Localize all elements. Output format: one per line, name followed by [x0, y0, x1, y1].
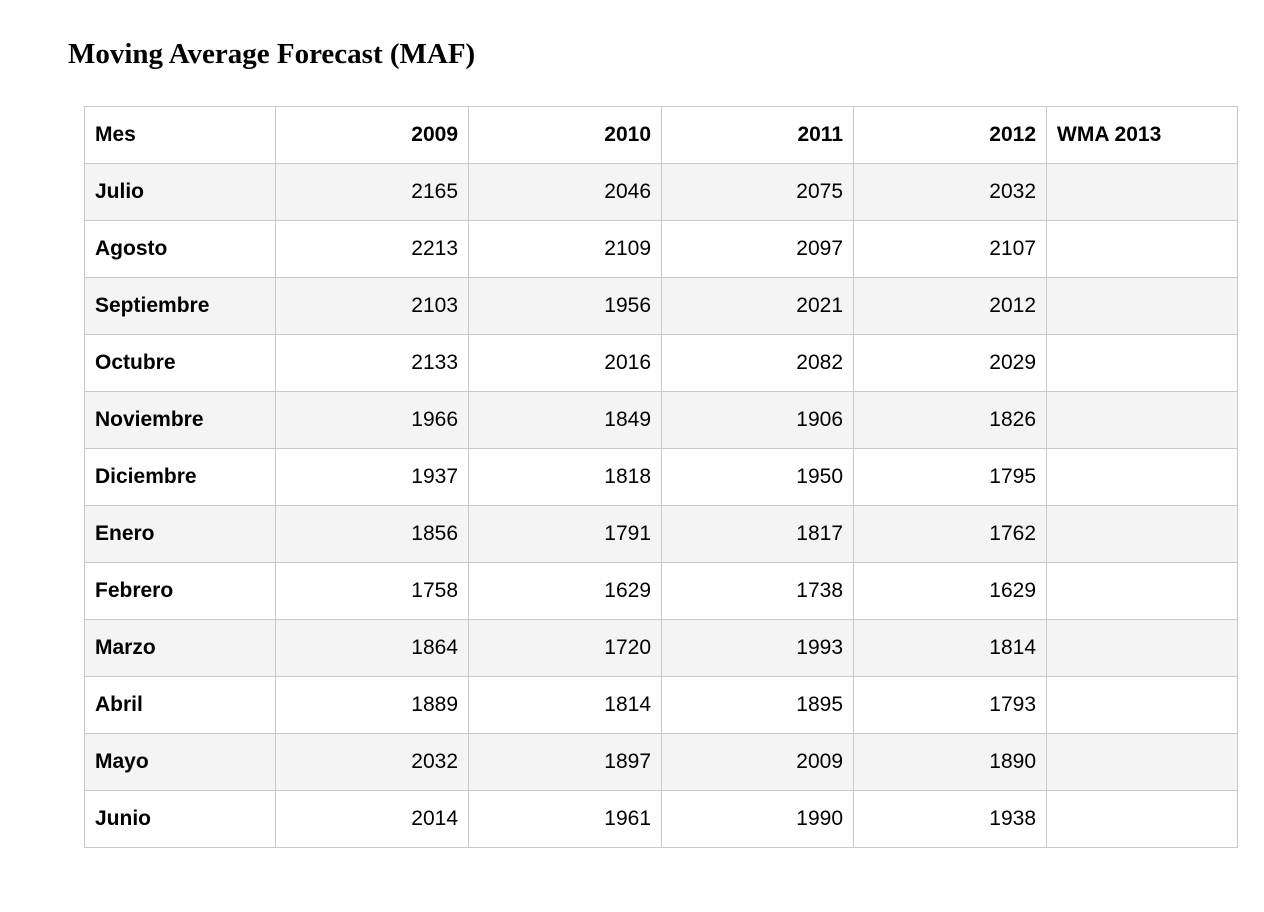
value-cell: 1961 [468, 790, 662, 848]
value-cell: 2109 [468, 220, 662, 278]
month-cell: Noviembre [84, 391, 276, 449]
value-cell: 1818 [468, 448, 662, 506]
column-header-2011: 2011 [661, 106, 854, 164]
wma-cell [1046, 220, 1238, 278]
value-cell: 2032 [853, 163, 1047, 221]
value-cell: 2029 [853, 334, 1047, 392]
header-row: Mes 2009 2010 2011 2012 WMA 2013 [84, 106, 1238, 164]
table-row: Agosto 2213 2109 2097 2107 [84, 220, 1238, 278]
value-cell: 1791 [468, 505, 662, 563]
wma-cell [1046, 163, 1238, 221]
column-header-2012: 2012 [853, 106, 1047, 164]
wma-cell [1046, 676, 1238, 734]
value-cell: 1906 [661, 391, 854, 449]
wma-cell [1046, 334, 1238, 392]
value-cell: 2107 [853, 220, 1047, 278]
value-cell: 2009 [661, 733, 854, 791]
value-cell: 1629 [468, 562, 662, 620]
month-cell: Mayo [84, 733, 276, 791]
value-cell: 2012 [853, 277, 1047, 335]
value-cell: 1956 [468, 277, 662, 335]
value-cell: 2046 [468, 163, 662, 221]
value-cell: 1966 [275, 391, 469, 449]
wma-cell [1046, 733, 1238, 791]
value-cell: 1889 [275, 676, 469, 734]
maf-table: Mes 2009 2010 2011 2012 WMA 2013 Julio 21… [84, 106, 1238, 848]
month-cell: Febrero [84, 562, 276, 620]
table-row: Junio 2014 1961 1990 1938 [84, 790, 1238, 848]
value-cell: 2021 [661, 277, 854, 335]
value-cell: 1938 [853, 790, 1047, 848]
value-cell: 1738 [661, 562, 854, 620]
page-title: Moving Average Forecast (MAF) [68, 38, 476, 71]
value-cell: 1895 [661, 676, 854, 734]
wma-cell [1046, 448, 1238, 506]
month-cell: Octubre [84, 334, 276, 392]
value-cell: 2082 [661, 334, 854, 392]
value-cell: 1864 [275, 619, 469, 677]
wma-cell [1046, 277, 1238, 335]
value-cell: 1950 [661, 448, 854, 506]
table-row: Mayo 2032 1897 2009 1890 [84, 733, 1238, 791]
value-cell: 2014 [275, 790, 469, 848]
table-row: Abril 1889 1814 1895 1793 [84, 676, 1238, 734]
month-cell: Diciembre [84, 448, 276, 506]
month-cell: Julio [84, 163, 276, 221]
wma-cell [1046, 790, 1238, 848]
value-cell: 1814 [468, 676, 662, 734]
table-body: Julio 2165 2046 2075 2032 Agosto 2213 2109 2097 2… [84, 163, 1238, 848]
value-cell: 1990 [661, 790, 854, 848]
month-cell: Septiembre [84, 277, 276, 335]
value-cell: 2103 [275, 277, 469, 335]
table-row: Enero 1856 1791 1817 1762 [84, 505, 1238, 563]
table-row: Febrero 1758 1629 1738 1629 [84, 562, 1238, 620]
value-cell: 2213 [275, 220, 469, 278]
value-cell: 1849 [468, 391, 662, 449]
value-cell: 1897 [468, 733, 662, 791]
table-header: Mes 2009 2010 2011 2012 WMA 2013 [84, 106, 1238, 164]
value-cell: 1993 [661, 619, 854, 677]
value-cell: 1795 [853, 448, 1047, 506]
table-row: Marzo 1864 1720 1993 1814 [84, 619, 1238, 677]
wma-cell [1046, 562, 1238, 620]
wma-cell [1046, 391, 1238, 449]
value-cell: 1856 [275, 505, 469, 563]
value-cell: 1720 [468, 619, 662, 677]
value-cell: 2075 [661, 163, 854, 221]
month-cell: Junio [84, 790, 276, 848]
column-header-2009: 2009 [275, 106, 469, 164]
month-cell: Marzo [84, 619, 276, 677]
value-cell: 1817 [661, 505, 854, 563]
value-cell: 1758 [275, 562, 469, 620]
month-cell: Abril [84, 676, 276, 734]
table-row: Octubre 2133 2016 2082 2029 [84, 334, 1238, 392]
value-cell: 1890 [853, 733, 1047, 791]
column-header-2010: 2010 [468, 106, 662, 164]
wma-cell [1046, 505, 1238, 563]
table-row: Septiembre 2103 1956 2021 2012 [84, 277, 1238, 335]
column-header-wma-2013: WMA 2013 [1046, 106, 1238, 164]
value-cell: 1762 [853, 505, 1047, 563]
table-row: Noviembre 1966 1849 1906 1826 [84, 391, 1238, 449]
value-cell: 1793 [853, 676, 1047, 734]
value-cell: 1629 [853, 562, 1047, 620]
value-cell: 2097 [661, 220, 854, 278]
value-cell: 2133 [275, 334, 469, 392]
value-cell: 2016 [468, 334, 662, 392]
value-cell: 2032 [275, 733, 469, 791]
table-row: Diciembre 1937 1818 1950 1795 [84, 448, 1238, 506]
value-cell: 1814 [853, 619, 1047, 677]
month-cell: Enero [84, 505, 276, 563]
value-cell: 1826 [853, 391, 1047, 449]
month-cell: Agosto [84, 220, 276, 278]
value-cell: 2165 [275, 163, 469, 221]
wma-cell [1046, 619, 1238, 677]
value-cell: 1937 [275, 448, 469, 506]
table-row: Julio 2165 2046 2075 2032 [84, 163, 1238, 221]
column-header-mes: Mes [84, 106, 276, 164]
